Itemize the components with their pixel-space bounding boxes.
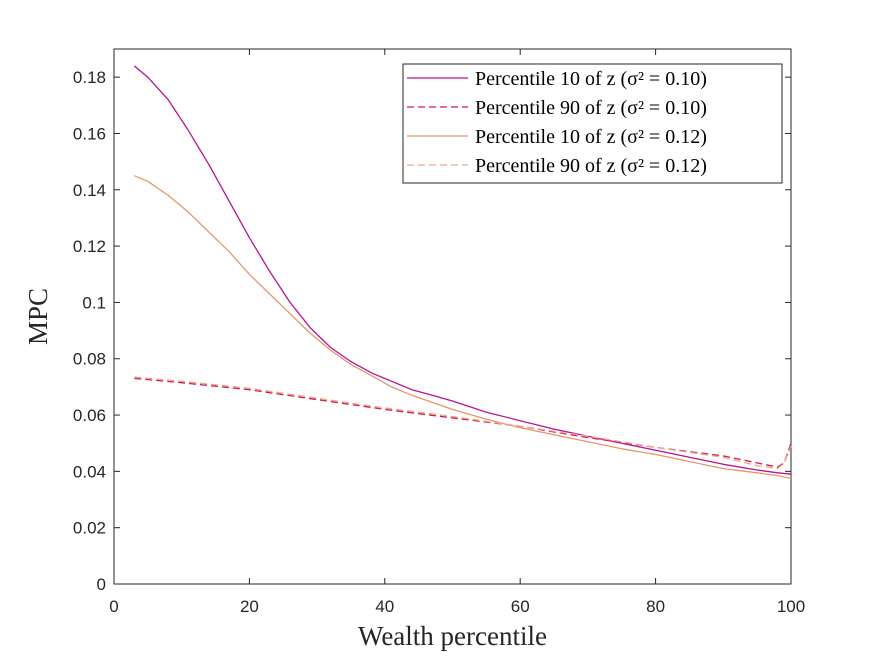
series-line-2 [134,377,792,468]
tick-layer: 0 20 40 60 80 100 0 0.02 0.04 0.06 0.08 0.1 0.12 0.14… [73,49,805,616]
legend-label-2: Percentile 90 of z (σ² = 0.10) [475,97,707,119]
x-tick-label: 20 [240,597,259,616]
x-tick-label: 80 [646,597,665,616]
legend-label-1: Percentile 10 of z (σ² = 0.10) [475,68,707,90]
legend-label-4: Percentile 90 of z (σ² = 0.12) [475,155,707,177]
y-tick-label: 0.04 [73,462,106,481]
y-tick-label: 0.18 [73,68,106,87]
y-tick-label: 0.12 [73,237,106,256]
legend-box [402,63,783,184]
y-tick-label: 0 [97,575,106,594]
legend: Percentile 10 of z (σ² = 0.10) Percentile… [402,63,783,184]
y-tick-label: 0.08 [73,350,106,369]
x-tick-label: 60 [511,597,530,616]
x-axis-label: Wealth percentile [358,621,547,651]
y-tick-label: 0.1 [82,293,106,312]
y-tick-label: 0.14 [73,181,106,200]
x-tick-label: 0 [109,597,118,616]
y-tick-label: 0.16 [73,124,106,143]
x-tick-label: 40 [375,597,394,616]
x-tick-label: 100 [777,597,805,616]
y-axis-label: MPC [23,288,53,345]
series-line-3 [134,175,792,480]
series-layer [133,65,792,480]
series-line-1 [133,65,792,475]
series-line-4 [134,376,792,470]
y-tick-label: 0.06 [73,406,106,425]
y-tick-label: 0.02 [73,519,106,538]
legend-label-3: Percentile 10 of z (σ² = 0.12) [475,126,707,148]
